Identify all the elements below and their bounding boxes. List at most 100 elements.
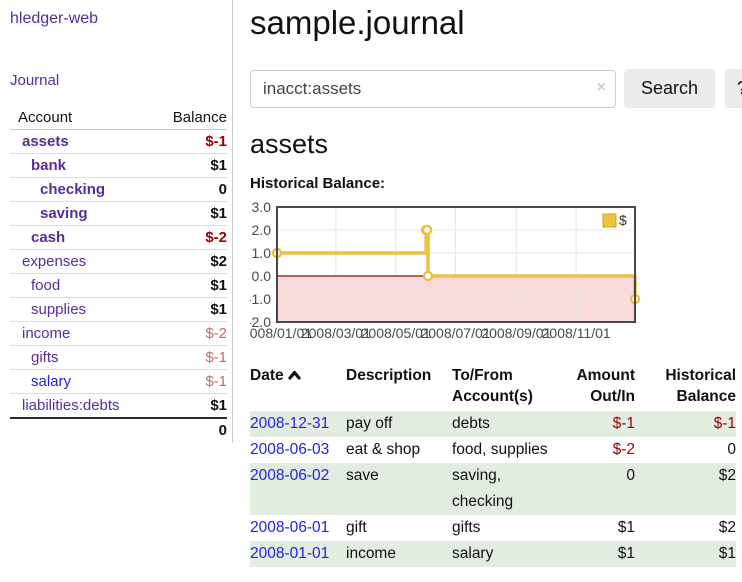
account-link-bank[interactable]: bank: [31, 157, 67, 174]
app-brand-link[interactable]: hledger-web: [10, 10, 232, 28]
account-row: expenses $2: [10, 249, 227, 274]
clear-search-icon[interactable]: ×: [596, 78, 606, 96]
transaction-date-link[interactable]: 2008-06-02: [250, 463, 346, 515]
search-button[interactable]: Search: [624, 69, 716, 108]
transaction-amount: $1: [617, 545, 635, 562]
account-row: food $1: [10, 273, 227, 298]
account-link-checking[interactable]: checking: [40, 181, 106, 198]
chart-data-point[interactable]: [421, 224, 433, 236]
chart-border: [276, 206, 636, 323]
x-axis-tick-label: 2008/05/01: [361, 325, 431, 341]
transaction-amount: $1: [617, 519, 635, 536]
legend-label: $: [619, 212, 627, 228]
transaction-row: 2008-06-03 eat & shop food, supplies $-2 0: [250, 437, 736, 463]
help-button[interactable]: ?: [725, 69, 742, 108]
sidebar: hledger-web Journal Account Balance asse…: [0, 0, 232, 442]
account-name-cell: gifts: [10, 345, 149, 370]
column-header-date[interactable]: Date: [250, 365, 346, 411]
historical-balance-chart[interactable]: $3.0 2.0 1.0 0.0 -1.0 -2.02008/01/012008/03/0…: [250, 199, 736, 344]
transaction-accounts: debts: [452, 415, 490, 432]
transaction-description: pay off: [346, 415, 393, 432]
account-link-liabilities-debts[interactable]: liabilities:debts: [22, 397, 120, 414]
transaction-balance: $-1: [713, 415, 736, 432]
account-link-saving[interactable]: saving: [40, 205, 88, 222]
search-input[interactable]: [250, 69, 616, 108]
account-link-assets[interactable]: assets: [22, 133, 69, 150]
account-link-salary[interactable]: salary: [31, 373, 72, 390]
y-axis-tick-label: 0.0: [252, 268, 272, 284]
account-row: cash $-2: [10, 225, 227, 250]
chart-data-point[interactable]: [422, 270, 434, 282]
transaction-amount: $-1: [612, 415, 635, 432]
y-axis-tick-label: -2.0: [250, 314, 271, 330]
transaction-date-link[interactable]: 2008-06-03: [250, 437, 346, 463]
account-row: bank $1: [10, 153, 227, 178]
transaction-date-link[interactable]: 2008-12-31: [250, 411, 346, 437]
account-name-cell: cash: [10, 225, 149, 250]
y-axis-tick-label: 3.0: [252, 199, 272, 215]
account-balance: $1: [148, 393, 227, 419]
transaction-description: income: [346, 545, 396, 562]
transaction-accounts: salary: [452, 545, 494, 562]
app-brand-label[interactable]: hledger-web: [10, 10, 99, 27]
x-axis-tick-label: 2008/11/01: [542, 325, 611, 341]
account-balance: $1: [148, 201, 227, 226]
x-axis-tick-label: 2008/01/01: [250, 325, 312, 341]
transaction-balance: $2: [718, 467, 736, 484]
account-row: saving $1: [10, 201, 227, 226]
account-balance: $1: [148, 153, 227, 178]
transaction-date[interactable]: 2008-06-03: [250, 441, 330, 458]
sort-ascending-icon: [288, 370, 301, 380]
transactions-header-row: Date Description To/From Account(s) Amou…: [250, 365, 736, 411]
account-row: liabilities:debts $1: [10, 393, 227, 419]
account-row: assets $-1: [10, 129, 227, 154]
column-header-date-label[interactable]: Date: [250, 367, 284, 384]
transaction-balance: $1: [718, 545, 736, 562]
transaction-description: gift: [346, 519, 367, 536]
y-axis-tick-label: -1.0: [250, 291, 271, 307]
accounts-table: Account Balance assets $-1 bank $1 checking 0…: [10, 106, 227, 442]
transaction-row: 2008-06-02 save saving, checking 0 $2: [250, 463, 736, 515]
account-name-cell: liabilities:debts: [10, 393, 149, 419]
transaction-date[interactable]: 2008-06-01: [250, 519, 330, 536]
transaction-date[interactable]: 2008-12-31: [250, 415, 330, 432]
account-name-cell: food: [10, 273, 149, 298]
transaction-date-link[interactable]: 2008-01-01: [250, 541, 346, 567]
account-balance: $2: [148, 249, 227, 274]
transaction-row: 2008-06-01 gift gifts $1 $2: [250, 515, 736, 541]
transaction-date[interactable]: 2008-01-01: [250, 545, 330, 562]
sidebar-divider: [232, 0, 233, 443]
account-balance: $-2: [148, 225, 227, 250]
transaction-date-link[interactable]: 2008-06-01: [250, 515, 346, 541]
account-link-income[interactable]: income: [22, 325, 71, 342]
journal-link-label[interactable]: Journal: [10, 72, 60, 89]
account-heading: assets: [250, 129, 329, 159]
account-name-cell: expenses: [10, 249, 149, 274]
main-content: sample.journal × Search ? assets Histori…: [250, 0, 742, 567]
account-link-cash[interactable]: cash: [31, 229, 66, 246]
x-axis-tick-label: 2008/09/01: [481, 325, 551, 341]
account-link-supplies[interactable]: supplies: [31, 301, 87, 318]
account-name-cell: checking: [10, 177, 149, 202]
accounts-total-value: 0: [148, 417, 227, 442]
account-link-gifts[interactable]: gifts: [31, 349, 59, 366]
transactions-table: Date Description To/From Account(s) Amou…: [250, 365, 736, 567]
accounts-header-account: Account: [10, 106, 149, 130]
account-balance: $1: [148, 297, 227, 322]
account-link-expenses[interactable]: expenses: [22, 253, 87, 270]
account-row: supplies $1: [10, 297, 227, 322]
transaction-description: eat & shop: [346, 441, 421, 458]
account-link-food[interactable]: food: [31, 277, 61, 294]
transaction-balance: $2: [718, 519, 736, 536]
accounts-total-row: 0: [10, 417, 227, 442]
accounts-total-spacer: [10, 417, 149, 442]
sidebar-item-journal[interactable]: Journal: [10, 72, 232, 89]
transaction-date[interactable]: 2008-06-02: [250, 467, 330, 484]
account-balance: $1: [148, 273, 227, 298]
transaction-accounts: gifts: [452, 519, 481, 536]
account-name-cell: saving: [10, 201, 149, 226]
y-axis-tick-label: 1.0: [252, 245, 272, 261]
transaction-description: save: [346, 467, 379, 484]
account-balance: $-1: [148, 345, 227, 370]
account-row: income $-2: [10, 321, 227, 346]
